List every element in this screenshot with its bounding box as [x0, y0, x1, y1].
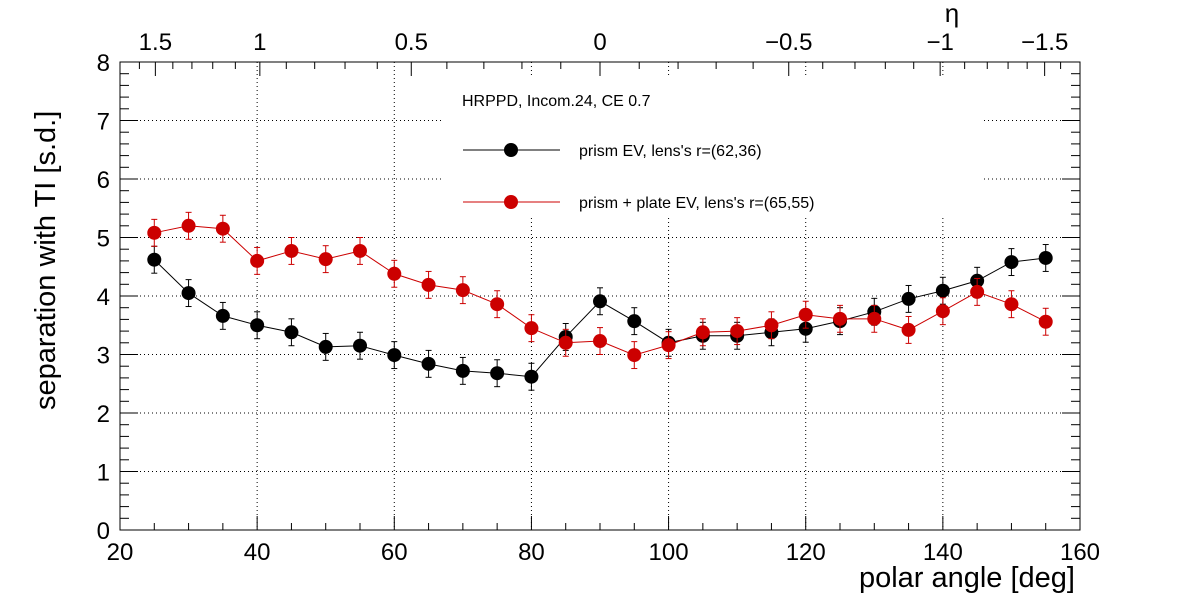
top-tick-label: 1 [253, 29, 266, 56]
series-0 [147, 244, 1053, 391]
data-point [901, 291, 916, 306]
y-tick-label: 6 [97, 167, 110, 194]
data-point [798, 307, 813, 322]
x-tick-label: 80 [518, 539, 545, 566]
data-point [318, 252, 333, 267]
data-point [524, 321, 539, 336]
data-point [627, 348, 642, 363]
y-tick-label: 5 [97, 226, 110, 253]
data-point [490, 366, 505, 381]
data-point [558, 335, 573, 350]
data-point [1038, 250, 1053, 265]
data-point [284, 243, 299, 258]
chart-title: HRPPD, Incom.24, CE 0.7 [462, 93, 651, 110]
data-point [1004, 297, 1019, 312]
data-point [593, 334, 607, 349]
top-axis-label: η [945, 0, 959, 28]
x-tick-label: 60 [381, 539, 408, 566]
top-tick-label: 1.5 [139, 29, 172, 56]
data-point [490, 297, 505, 312]
data-point [833, 311, 847, 326]
x-tick-label: 140 [923, 539, 963, 566]
legend-entry-1: prism + plate EV, lens's r=(65,55) [463, 195, 814, 212]
legend-marker-1 [504, 195, 518, 209]
series-layer [147, 211, 1053, 391]
legend-entry-0: prism EV, lens's r=(62,36) [463, 143, 762, 160]
top-tick-label: −0.5 [765, 29, 812, 56]
data-point [901, 322, 916, 337]
data-point [935, 283, 950, 298]
data-point [867, 311, 882, 326]
top-tick-label: −1.5 [1021, 29, 1068, 56]
data-point [764, 318, 779, 333]
data-point [318, 339, 333, 354]
data-point [1004, 255, 1019, 270]
data-point [250, 253, 265, 268]
x-tick-label: 20 [107, 539, 134, 566]
axes: 20 40 60 80 100 120 140 160 0 1 2 3 4 5 6 7 8 1.5 1 0.5 0 −0.… [97, 29, 1100, 566]
y-tick-label: 1 [97, 460, 110, 487]
series-line-0 [153, 257, 1046, 378]
y-tick-label: 3 [97, 343, 110, 370]
top-tick-label: −1 [926, 29, 953, 56]
data-point [250, 318, 265, 333]
data-point [455, 283, 470, 298]
x-tick-label: 40 [244, 539, 271, 566]
data-point [181, 218, 196, 233]
y-tick-label: 0 [97, 518, 110, 545]
data-point [798, 321, 813, 336]
data-point [455, 363, 470, 378]
data-point [695, 325, 710, 340]
x-tick-label: 160 [1060, 539, 1100, 566]
data-point [147, 225, 162, 240]
data-point [215, 221, 230, 236]
data-point [284, 325, 299, 340]
data-point [627, 314, 642, 329]
data-point [421, 277, 436, 292]
top-tick-label: 0 [593, 29, 606, 56]
x-tick-label: 120 [786, 539, 826, 566]
data-point [1038, 314, 1053, 329]
y-tick-label: 8 [97, 50, 110, 77]
y-tick-label: 4 [97, 284, 110, 311]
data-point [353, 243, 367, 258]
data-point [181, 286, 196, 301]
legend-marker-0 [504, 143, 518, 157]
y-axis-label: separation with TI [s.d.] [30, 111, 62, 410]
legend-label-1: prism + plate EV, lens's r=(65,55) [579, 195, 814, 212]
series-1 [147, 211, 1053, 370]
data-point [730, 324, 745, 339]
data-point [387, 348, 402, 363]
data-point [387, 266, 402, 281]
data-point [147, 252, 162, 267]
data-point [215, 308, 230, 323]
data-point [935, 304, 950, 319]
data-point [353, 338, 367, 353]
data-point [970, 284, 985, 299]
y-tick-label: 2 [97, 401, 110, 428]
x-axis-label: polar angle [deg] [859, 562, 1075, 594]
data-point [421, 356, 436, 371]
data-point [593, 294, 607, 309]
data-point [524, 369, 539, 384]
legend-label-0: prism EV, lens's r=(62,36) [579, 143, 762, 160]
x-tick-label: 100 [649, 539, 689, 566]
data-point [661, 338, 676, 353]
y-tick-label: 7 [97, 109, 110, 136]
legend-box [442, 78, 982, 216]
top-tick-label: 0.5 [395, 29, 428, 56]
